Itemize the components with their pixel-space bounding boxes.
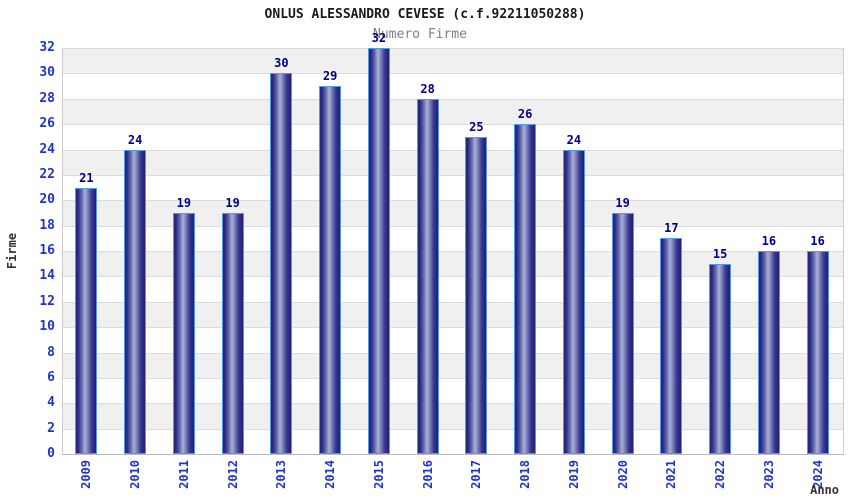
grid-band <box>63 174 843 201</box>
y-tick-label: 22 <box>39 166 55 182</box>
y-tick-label: 10 <box>39 319 55 335</box>
bar-value-label: 26 <box>517 107 533 122</box>
bar-value-label: 32 <box>371 31 387 45</box>
y-tick-label: 12 <box>39 293 55 309</box>
x-tick-label: 2021 <box>664 460 679 489</box>
grid-band <box>63 124 843 150</box>
bar-2010 <box>124 149 147 454</box>
bar-value-label: 30 <box>274 56 289 71</box>
x-tick-label: 2023 <box>761 460 776 489</box>
y-tick-label: 30 <box>39 65 55 81</box>
y-tick-label: 16 <box>39 243 55 258</box>
y-tick-label: 18 <box>39 217 55 233</box>
x-tick-label: 2017 <box>469 460 484 489</box>
bar-value-label: 24 <box>566 132 582 147</box>
x-tick-label: 2020 <box>615 460 630 489</box>
bar-2018 <box>514 124 537 454</box>
grid-band <box>63 149 843 175</box>
x-tick-label: 2014 <box>323 460 338 489</box>
bar-2016 <box>416 98 439 454</box>
bar-value-label: 17 <box>664 221 679 236</box>
bar-2015 <box>367 48 390 454</box>
bar-value-label: 29 <box>322 69 338 84</box>
bar-2020 <box>611 212 634 454</box>
bar-2013 <box>270 73 293 454</box>
bar-2012 <box>221 212 244 454</box>
bar-value-label: 25 <box>469 119 484 134</box>
bar-2019 <box>562 149 585 454</box>
x-axis-title: Anno <box>810 483 839 497</box>
x-tick-label: 2022 <box>713 460 728 489</box>
y-tick-label: 4 <box>47 395 55 411</box>
bar-value-label: 16 <box>810 234 825 248</box>
series-legend-label: Numero Firme <box>373 27 467 42</box>
bar-2021 <box>660 238 683 454</box>
y-tick-label: 8 <box>47 344 55 360</box>
x-tick-label: 2018 <box>518 460 533 489</box>
x-tick-label: 2019 <box>566 460 581 489</box>
bar-value-label: 19 <box>225 195 240 210</box>
x-tick-label: 2015 <box>371 460 386 489</box>
y-tick-label: 6 <box>47 369 55 385</box>
y-tick-label: 2 <box>47 420 55 436</box>
bar-value-label: 24 <box>127 132 143 147</box>
bar-value-label: 16 <box>761 234 777 248</box>
y-tick-label: 28 <box>39 90 55 106</box>
x-tick-label: 2010 <box>128 460 143 489</box>
y-tick-label: 26 <box>39 116 55 132</box>
y-tick-label: 0 <box>47 446 55 461</box>
y-tick-label: 14 <box>39 268 55 284</box>
grid-band <box>63 98 843 125</box>
bar-2011 <box>172 212 195 454</box>
chart-title: ONLUS ALESSANDRO CEVESE (c.f.92211050288… <box>264 7 586 22</box>
y-tick-label: 24 <box>39 141 55 157</box>
x-tick-label: 2009 <box>79 460 94 489</box>
bar-2023 <box>757 251 780 454</box>
bar-2017 <box>465 136 488 454</box>
bar-value-label: 19 <box>176 195 192 210</box>
x-tick-label: 2011 <box>176 460 191 489</box>
grid-band <box>63 73 843 99</box>
x-tick-label: 2013 <box>274 460 289 489</box>
x-tick-label: 2016 <box>420 460 435 489</box>
x-tick-label: 2012 <box>225 460 240 489</box>
bar-value-label: 15 <box>712 246 728 261</box>
bar-2009 <box>75 187 98 454</box>
bar-2022 <box>709 263 732 454</box>
bar-value-label: 28 <box>420 81 435 96</box>
bar-2024 <box>806 251 829 454</box>
grid-band <box>63 48 843 74</box>
bar-2014 <box>319 86 342 454</box>
bar-value-label: 19 <box>615 195 630 210</box>
y-tick-label: 20 <box>39 192 55 208</box>
bar-value-label: 21 <box>79 170 94 185</box>
y-tick-label: 32 <box>39 40 55 55</box>
